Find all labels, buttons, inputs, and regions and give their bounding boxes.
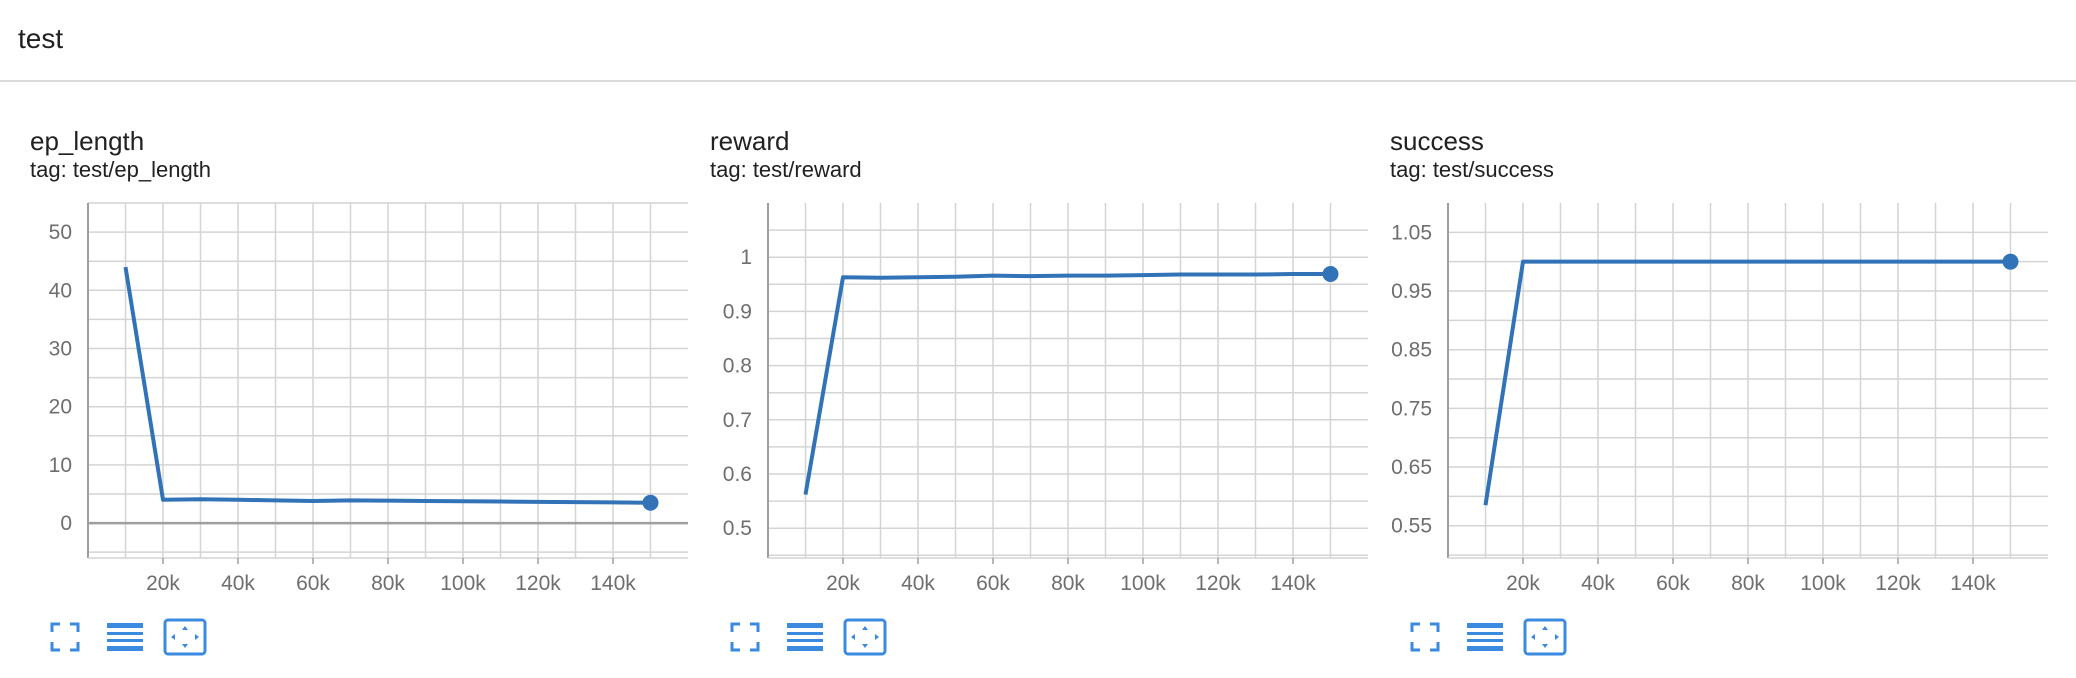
x-tick-label: 60k [1656,572,1690,595]
expand-button[interactable] [722,616,768,658]
scalar-card-reward: reward tag: test/reward 0.5 0.6 0.7 0.8 0.9 1… [698,118,1368,668]
expand-button[interactable] [1402,616,1448,658]
fit-domain-icon [163,618,207,656]
data-selection-icon [787,623,823,651]
expand-icon [730,622,760,652]
card-tag: tag: test/ep_length [30,156,211,184]
y-tick-label: 0.5 [723,517,752,540]
data-selection-button[interactable] [1462,616,1508,658]
y-tick-label: 0.55 [1391,515,1432,538]
scalar-card-success: success tag: test/success 0.55 0.65 0.75 0.… [1378,118,2048,668]
x-tick-label: 100k [440,572,486,595]
y-tick-label: 0.8 [723,355,752,378]
y-tick-label: 40 [49,279,72,302]
card-title: success [1390,126,1484,156]
x-tick-label: 80k [1051,572,1085,595]
tag-value: test/ep_length [72,157,212,182]
x-tick-label: 60k [976,572,1010,595]
card-title: reward [710,126,790,156]
tag-value: test/reward [752,157,862,182]
x-tick-label: 120k [1195,572,1241,595]
fit-domain-button[interactable] [842,616,888,658]
y-tick-label: 0.95 [1391,280,1432,303]
chart-success[interactable]: 0.55 0.65 0.75 0.85 0.95 1.05 20k 40k 60k 80k 100k… [1378,188,2058,598]
y-tick-label: 20 [49,396,72,419]
fit-domain-button[interactable] [1522,616,1568,658]
data-selection-icon [107,623,143,651]
tag-prefix: tag: [30,157,73,182]
y-tick-label: 1 [740,246,752,269]
fit-domain-icon [843,618,887,656]
x-tick-label: 60k [296,572,330,595]
y-tick-label: 1.05 [1391,221,1432,244]
x-tick-label: 20k [1506,572,1540,595]
x-tick-label: 120k [515,572,561,595]
y-tick-label: 0.75 [1391,397,1432,420]
y-tick-label: 30 [49,337,72,360]
card-tag: tag: test/success [1390,156,1554,184]
y-tick-label: 0.9 [723,300,752,323]
x-tick-label: 140k [1950,572,1996,595]
card-title: ep_length [30,126,145,156]
last-point-marker[interactable] [642,494,659,511]
x-tick-label: 80k [371,572,405,595]
y-tick-label: 0 [60,512,72,535]
x-tick-label: 80k [1731,572,1765,595]
expand-icon [50,622,80,652]
x-tick-label: 100k [1120,572,1166,595]
fit-domain-icon [1523,618,1567,656]
y-tick-label: 0.6 [723,463,752,486]
expand-button[interactable] [42,616,88,658]
tag-prefix: tag: [1390,157,1433,182]
x-tick-label: 40k [221,572,255,595]
x-tick-label: 20k [826,572,860,595]
data-selection-icon [1467,623,1503,651]
fit-domain-button[interactable] [162,616,208,658]
y-tick-label: 0.65 [1391,456,1432,479]
tag-value: test/success [1432,157,1554,182]
group-header[interactable]: test [0,0,2076,82]
data-selection-button[interactable] [102,616,148,658]
series-line [803,272,1331,495]
tag-prefix: tag: [710,157,753,182]
x-tick-label: 140k [1270,572,1316,595]
expand-icon [1410,622,1440,652]
scalar-card-ep-length: ep_length tag: test/ep_length 0 10 20 30 40 5… [18,118,688,668]
card-tag: tag: test/reward [710,156,862,184]
x-tick-label: 140k [590,572,636,595]
x-tick-label: 100k [1800,572,1846,595]
x-tick-label: 20k [146,572,180,595]
data-selection-button[interactable] [782,616,828,658]
x-tick-label: 40k [901,572,935,595]
y-tick-label: 0.7 [723,409,752,432]
series-line [123,266,651,505]
x-tick-label: 120k [1875,572,1921,595]
x-tick-label: 40k [1581,572,1615,595]
group-title: test [18,23,64,54]
y-tick-label: 50 [49,221,72,244]
series-line [1483,259,2011,506]
y-tick-label: 0.85 [1391,339,1432,362]
y-tick-label: 10 [49,454,72,477]
last-point-marker[interactable] [2002,253,2019,270]
chart-ep-length[interactable]: 0 10 20 30 40 50 20k 40k 60k 80k 100k 120k 140k [18,188,698,598]
last-point-marker[interactable] [1322,266,1339,282]
